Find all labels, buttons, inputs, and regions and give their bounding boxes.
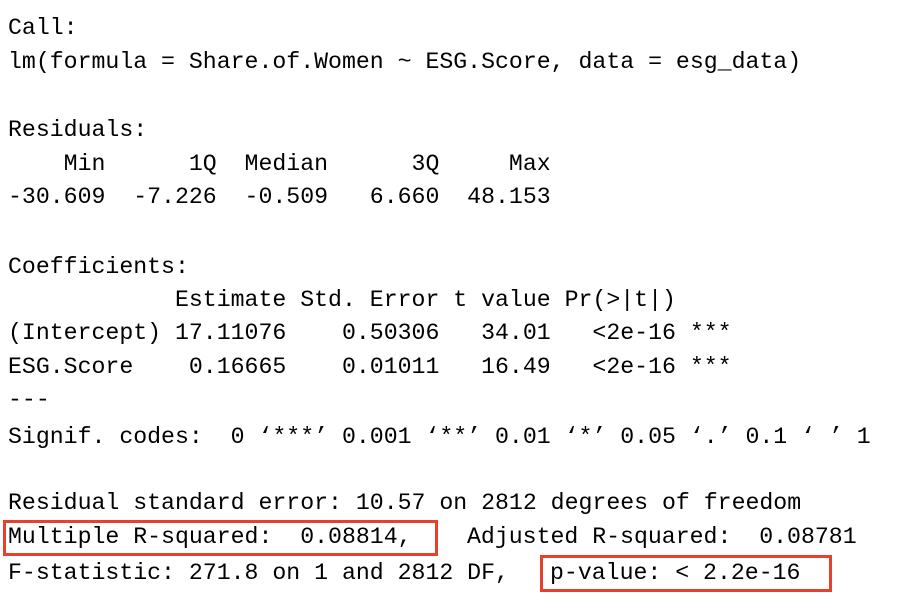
coefficient-row: (Intercept) 17.11076 0.50306 34.01 <2e-1… (8, 320, 732, 346)
call-label: Call: (8, 15, 78, 41)
coefficient-row: ESG.Score 0.16665 0.01011 16.49 <2e-16 *… (8, 354, 732, 380)
r-squared: Multiple R-squared: 0.08814, (8, 524, 412, 550)
p-value: p-value: < 2.2e-16 (550, 560, 801, 586)
coefficients-header: Estimate Std. Error t value Pr(>|t|) (8, 287, 676, 313)
coefficients-label: Coefficients: (8, 254, 189, 280)
f-statistic: F-statistic: 271.8 on 1 and 2812 DF, (8, 560, 509, 586)
residuals-label: Residuals: (8, 117, 148, 143)
residuals-header: Min 1Q Median 3Q Max (8, 151, 551, 177)
adj-r-squared: Adjusted R-squared: 0.08781 (467, 524, 857, 550)
signif-codes: Signif. codes: 0 ‘***’ 0.001 ‘**’ 0.01 ‘… (8, 424, 871, 450)
highlight-box (540, 555, 832, 592)
residuals-values: -30.609 -7.226 -0.509 6.660 48.153 (8, 184, 551, 210)
highlight-box (3, 520, 438, 556)
residual-se: Residual standard error: 10.57 on 2812 d… (8, 490, 802, 516)
call-formula: lm(formula = Share.of.Women ~ ESG.Score,… (8, 49, 802, 75)
separator: --- (8, 387, 50, 413)
